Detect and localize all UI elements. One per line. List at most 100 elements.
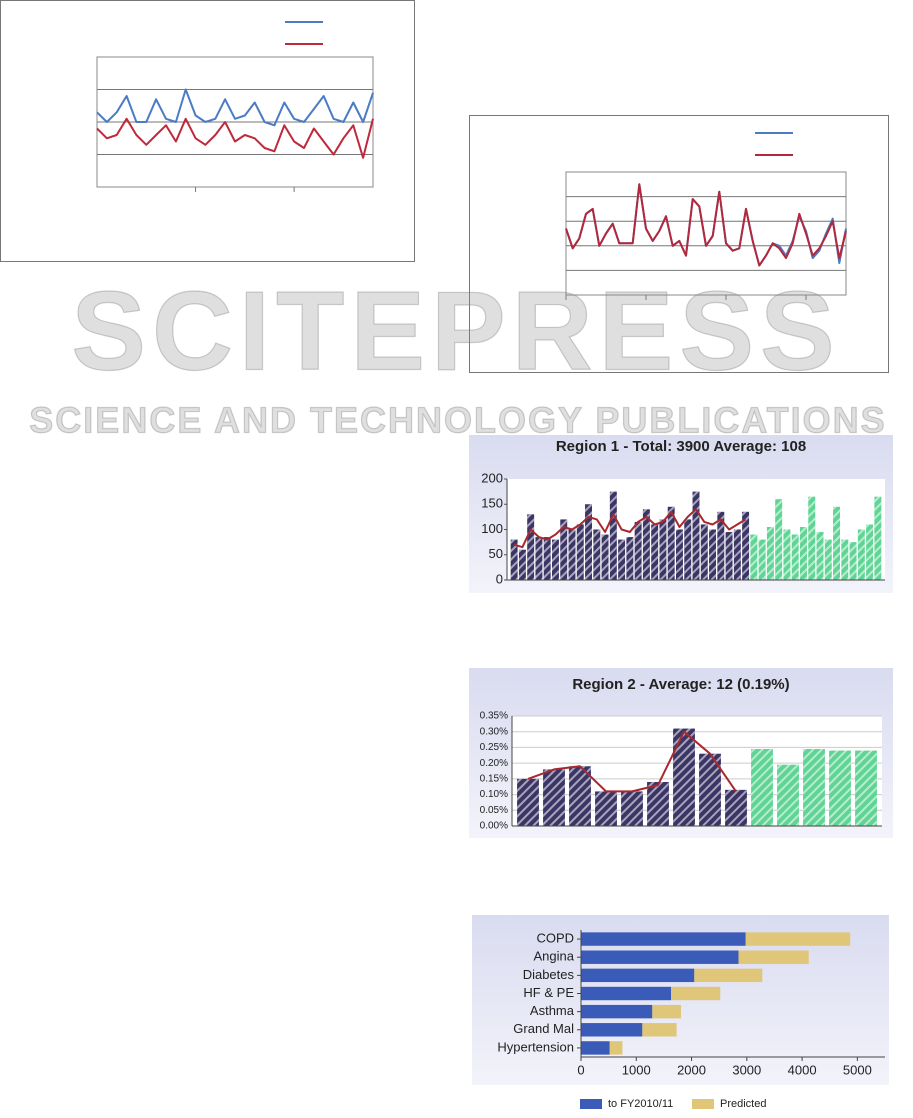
y-tick-label: 0.35% bbox=[480, 711, 508, 722]
bar-segment bbox=[642, 1023, 677, 1037]
bar-hatch bbox=[673, 728, 695, 826]
bar-hatch bbox=[742, 511, 750, 580]
watermark-title: SCITEPRESS bbox=[71, 269, 841, 394]
bar-hatch bbox=[725, 789, 747, 826]
bar-hatch bbox=[791, 534, 799, 580]
bar-segment bbox=[581, 950, 739, 964]
bar-hatch bbox=[667, 506, 675, 580]
y-tick-label: 0.20% bbox=[480, 758, 508, 769]
bar-hatch bbox=[659, 519, 667, 580]
bar-hatch bbox=[799, 526, 807, 580]
chart-title: Region 2 - Average: 12 (0.19%) bbox=[572, 676, 789, 693]
bar-hatch bbox=[560, 519, 568, 580]
bar-hatch bbox=[651, 524, 659, 580]
bar-hatch bbox=[576, 524, 584, 580]
legend-label: to FY2010/11 bbox=[608, 1098, 673, 1110]
charts: Region 1 - Total: 3900 Average: 108 0 50 10… bbox=[0, 0, 893, 1110]
bar-hatch bbox=[626, 537, 634, 580]
bar-hatch bbox=[585, 504, 593, 580]
x-tick-label: 0 bbox=[577, 1062, 584, 1077]
bar-segment bbox=[581, 1041, 610, 1055]
bar-hatch bbox=[517, 778, 539, 826]
bar-segment bbox=[581, 968, 695, 983]
x-tick-label: 5000 bbox=[843, 1062, 872, 1077]
bar-hatch bbox=[824, 539, 832, 580]
bar-hatch bbox=[866, 524, 874, 580]
bar-hatch bbox=[808, 496, 816, 580]
legend-swatch bbox=[692, 1099, 714, 1109]
bar-hatch bbox=[642, 509, 650, 580]
bar-hatch bbox=[568, 529, 576, 580]
bar-hatch bbox=[569, 766, 591, 826]
bar-hatch bbox=[595, 791, 617, 826]
bar-hatch bbox=[692, 491, 700, 580]
x-tick-label: 1000 bbox=[622, 1062, 651, 1077]
bar-hatch bbox=[510, 539, 518, 580]
category-label: HF & PE bbox=[523, 985, 574, 1000]
y-tick-label: 200 bbox=[481, 470, 503, 485]
bar-hatch bbox=[803, 749, 825, 826]
bar-segment bbox=[581, 932, 746, 946]
bar-hatch bbox=[700, 524, 708, 580]
bar-hatch bbox=[874, 496, 882, 580]
bar-segment bbox=[609, 1041, 623, 1055]
category-label: Diabetes bbox=[523, 967, 575, 982]
chart-frame bbox=[0, 0, 415, 262]
bar-hatch bbox=[766, 526, 774, 580]
y-tick-label: 0.00% bbox=[480, 821, 508, 832]
x-tick-label: 2000 bbox=[677, 1062, 706, 1077]
bar-hatch bbox=[675, 529, 683, 580]
line-series bbox=[96, 88, 374, 127]
bar-hatch bbox=[634, 521, 642, 580]
y-tick-label: 150 bbox=[481, 496, 503, 511]
bar-hatch bbox=[733, 529, 741, 580]
category-label: Asthma bbox=[530, 1003, 575, 1018]
bar-segment bbox=[581, 1023, 643, 1037]
bar-hatch bbox=[833, 506, 841, 580]
x-tick-label: 3000 bbox=[732, 1062, 761, 1077]
bar-hatch bbox=[841, 539, 849, 580]
bar-hatch bbox=[601, 534, 609, 580]
bar-hatch bbox=[775, 499, 783, 580]
bar-segment bbox=[694, 968, 763, 983]
category-label: Hypertension bbox=[497, 1039, 574, 1054]
bar-hatch bbox=[699, 753, 721, 826]
y-tick-label: 0.05% bbox=[480, 805, 508, 816]
bar-hatch bbox=[816, 532, 824, 580]
y-tick-label: 0.30% bbox=[480, 726, 508, 737]
bar-hatch bbox=[647, 782, 669, 826]
bar-hatch bbox=[849, 542, 857, 580]
bar-hatch bbox=[783, 529, 791, 580]
bar-hatch bbox=[725, 532, 733, 580]
bar-hatch bbox=[750, 534, 758, 580]
line-series bbox=[96, 117, 374, 159]
bar-hatch bbox=[543, 769, 565, 826]
bar-hatch bbox=[618, 539, 626, 580]
chart-frame bbox=[469, 115, 889, 373]
bar-hatch bbox=[684, 519, 692, 580]
category-label: COPD bbox=[536, 931, 574, 946]
y-tick-label: 0.10% bbox=[480, 789, 508, 800]
bar-hatch bbox=[518, 549, 526, 580]
category-label: Grand Mal bbox=[513, 1021, 574, 1036]
y-tick-label: 100 bbox=[481, 521, 503, 536]
legend-label: Predicted bbox=[720, 1098, 766, 1110]
bar-hatch bbox=[527, 514, 535, 580]
bar-hatch bbox=[543, 537, 551, 580]
bar-hatch bbox=[609, 491, 617, 580]
y-tick-label: 0.15% bbox=[480, 773, 508, 784]
line-series bbox=[565, 183, 847, 267]
bar-hatch bbox=[621, 791, 643, 826]
bar-hatch bbox=[777, 764, 799, 826]
bar-segment bbox=[745, 932, 851, 946]
plot-area bbox=[512, 716, 882, 826]
bar-hatch bbox=[857, 529, 865, 580]
bar-hatch bbox=[758, 539, 766, 580]
watermark-subtitle: SCIENCE AND TECHNOLOGY PUBLICATIONS bbox=[29, 400, 886, 441]
bar-hatch bbox=[593, 529, 601, 580]
bar-segment bbox=[652, 1004, 682, 1019]
chart-title: Region 1 - Total: 3900 Average: 108 bbox=[556, 438, 806, 455]
y-tick-label: 0 bbox=[496, 571, 503, 586]
